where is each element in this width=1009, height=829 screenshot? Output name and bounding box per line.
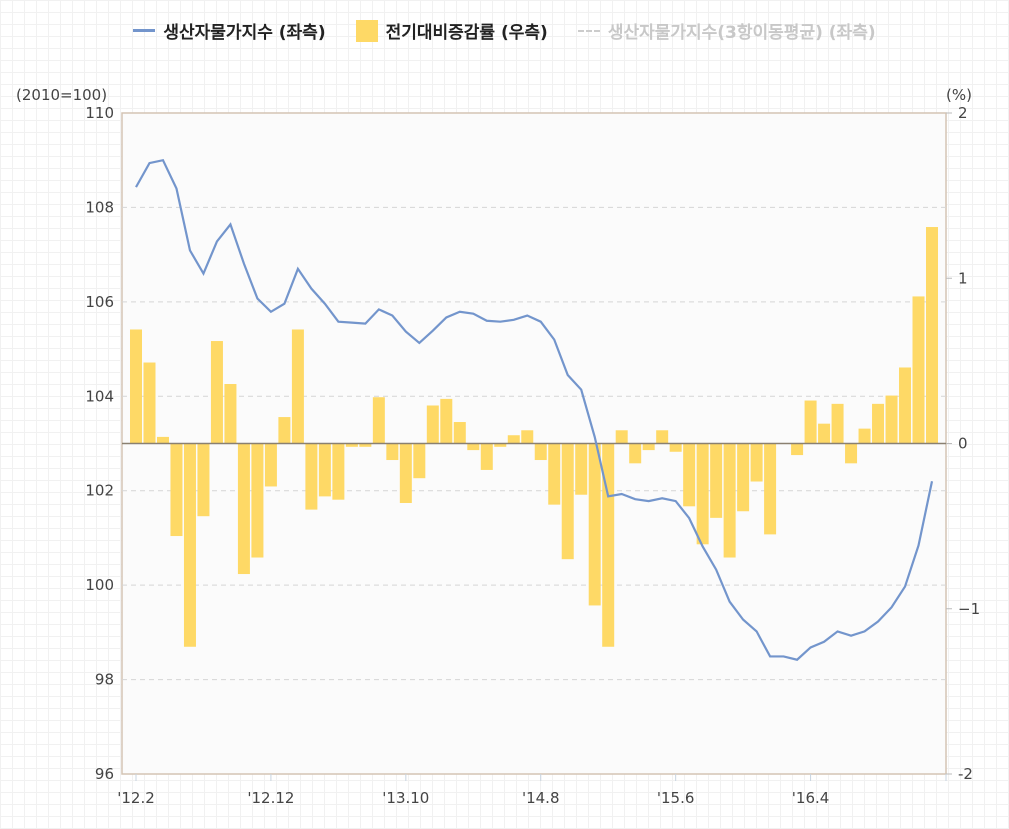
bar: [156, 436, 169, 444]
bar: [237, 443, 250, 575]
right-tick-label: -2: [958, 765, 973, 783]
bar: [332, 443, 345, 500]
bar: [858, 428, 871, 444]
bar: [912, 296, 925, 444]
bar: [413, 443, 426, 479]
bar: [386, 443, 399, 461]
legend-item-change-rate[interactable]: 전기대비증감률 (우측): [355, 18, 548, 43]
bar: [359, 443, 372, 447]
bar: [791, 443, 804, 456]
bar: [764, 443, 777, 535]
left-tick-label: 102: [85, 482, 114, 500]
bar: [507, 435, 520, 444]
bar: [278, 417, 291, 444]
bar: [130, 329, 142, 444]
bar: [872, 403, 885, 444]
bar: [588, 443, 601, 606]
line-swatch-icon: [133, 29, 156, 32]
legend-label: 생산자물가지수 (좌측): [163, 23, 326, 43]
bar: [251, 443, 264, 558]
bar: [696, 443, 709, 545]
x-tick-label: '15.6: [657, 789, 695, 807]
bar: [345, 443, 358, 447]
right-tick-label: −1: [958, 600, 980, 618]
bar: [534, 443, 547, 461]
bar: [845, 443, 858, 464]
legend-item-moving-average[interactable]: 생산자물가지수(3항이동평균) (좌측): [577, 18, 876, 43]
left-tick-label: 98: [95, 671, 114, 689]
bar: [750, 443, 763, 482]
left-tick-label: 104: [85, 387, 114, 405]
bar: [426, 405, 439, 444]
bar: [453, 422, 466, 444]
bar: [183, 443, 196, 647]
bar: [318, 443, 331, 497]
legend-item-ppi[interactable]: 생산자물가지수 (좌측): [133, 18, 326, 43]
bar: [521, 430, 534, 444]
bar: [723, 443, 736, 558]
bar: [804, 400, 817, 444]
x-tick-label: '13.10: [382, 789, 429, 807]
bar: [224, 384, 237, 444]
bar: [683, 443, 696, 507]
left-axis-unit: (2010=100): [16, 86, 107, 104]
right-tick-label: 0: [958, 435, 968, 453]
x-tick-label: '14.8: [522, 789, 560, 807]
bar: [885, 395, 898, 444]
bar: [737, 443, 750, 512]
right-axis-unit: (%): [946, 86, 972, 104]
right-tick-label: 2: [958, 104, 968, 122]
left-tick-label: 108: [85, 198, 114, 216]
ppi-line: [135, 158, 934, 661]
bar: [399, 443, 412, 503]
bar: [291, 329, 304, 444]
left-tick-label: 106: [85, 293, 114, 311]
legend: 생산자물가지수 (좌측) 전기대비증감률 (우측) 생산자물가지수(3항이동평균…: [0, 18, 1009, 43]
bar: [818, 423, 831, 444]
bar: [467, 443, 480, 451]
right-tick-label: 1: [958, 269, 968, 287]
bar: [602, 443, 615, 647]
bar: [615, 430, 628, 444]
bar: [561, 443, 574, 560]
bar: [899, 367, 912, 444]
left-tick-label: 110: [85, 104, 114, 122]
bar: [480, 443, 493, 470]
bar: [575, 443, 588, 495]
bar: [170, 443, 183, 537]
bar-swatch-icon: [355, 19, 378, 42]
bar: [548, 443, 561, 505]
bar: [494, 443, 507, 447]
bar: [926, 227, 938, 444]
x-tick-label: '16.4: [792, 789, 830, 807]
x-tick-label: '12.12: [247, 789, 294, 807]
bar: [710, 443, 723, 518]
x-tick-label: '12.2: [117, 789, 155, 807]
left-tick-label: 96: [95, 765, 114, 783]
bar: [305, 443, 318, 510]
bar: [210, 341, 223, 444]
bar: [197, 443, 210, 517]
bar: [831, 403, 844, 444]
bar: [669, 443, 682, 452]
legend-label: 생산자물가지수(3항이동평균) (좌측): [607, 23, 876, 43]
bar: [440, 398, 453, 444]
legend-label: 전기대비증감률 (우측): [385, 23, 548, 43]
bar: [629, 443, 642, 464]
bar: [264, 443, 277, 487]
bar: [372, 397, 385, 444]
bar: [642, 443, 655, 451]
bar: [656, 430, 669, 444]
bar: [143, 362, 156, 444]
left-tick-label: 100: [85, 576, 114, 594]
dashed-line-swatch-icon: [577, 29, 600, 32]
